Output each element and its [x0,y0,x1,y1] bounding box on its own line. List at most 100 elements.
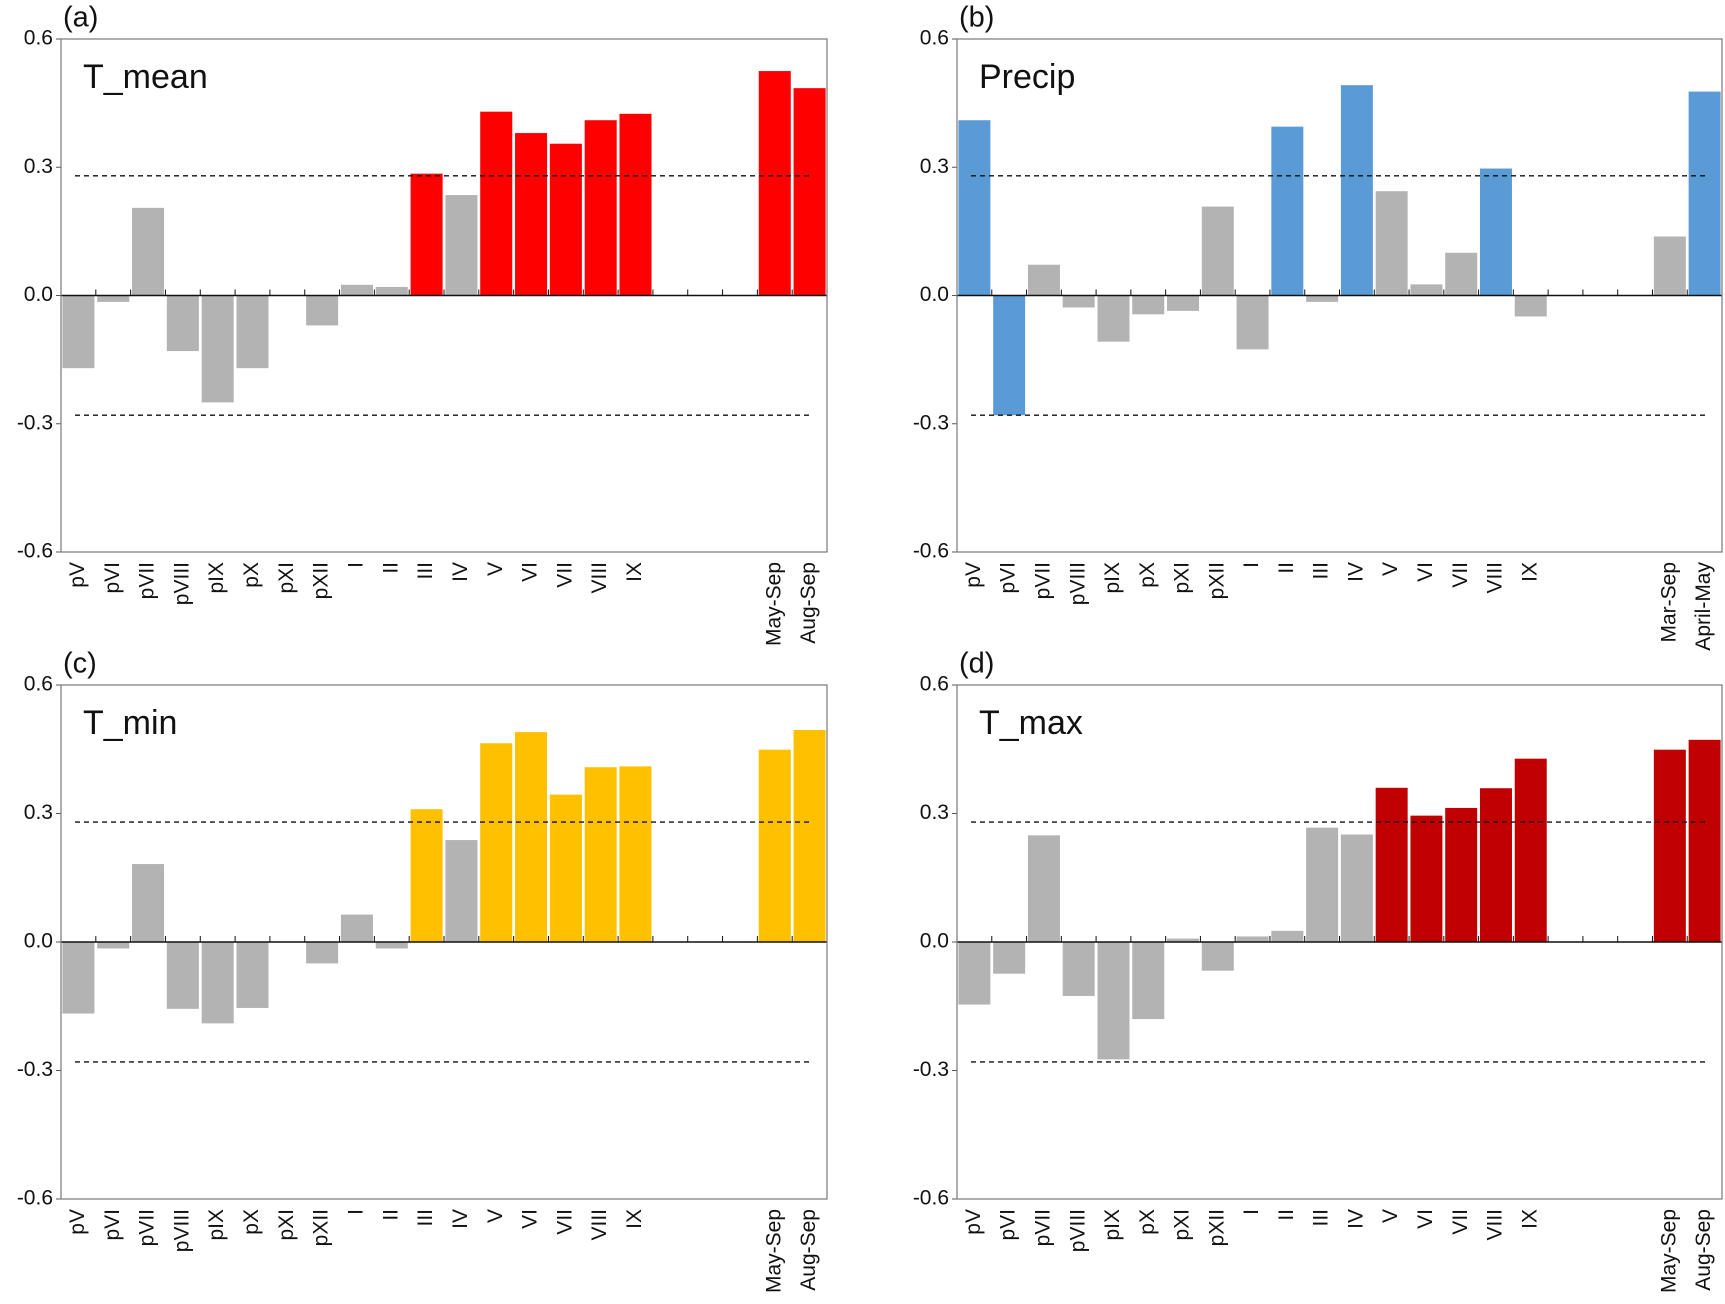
bar [1236,295,1269,350]
bar [758,749,791,942]
x-tick-label: III [1310,562,1333,580]
y-tick-label: 0.3 [920,801,949,824]
y-tick-label: -0.3 [17,411,53,434]
x-tick-label: VIII [588,562,611,594]
panel-title: Precip [979,58,1075,96]
y-tick-label: 0.6 [24,27,53,50]
x-tick-label: VI [1414,562,1437,582]
x-tick-label: pIX [205,562,228,594]
x-tick-label: pV [962,1209,985,1235]
x-tick-label: pVI [101,1209,124,1241]
bar [1306,295,1339,302]
x-tick-label: I [345,1209,368,1215]
y-tick-label: 0.0 [920,283,949,306]
x-tick-label: IV [1344,562,1367,582]
bar [1236,936,1269,942]
y-tick-label: 0.3 [24,801,53,824]
x-tick-label: Aug-Sep [797,1209,820,1291]
bar [993,942,1026,974]
x-tick-label: VIII [588,1209,611,1241]
plot-frame [956,684,1723,1200]
bar [958,942,991,1005]
bar [958,120,991,296]
y-tick-label: 0.0 [24,930,53,953]
bar [97,942,130,949]
x-tick-label: pVIII [1066,1209,1089,1252]
x-tick-label: II [1275,1209,1298,1221]
x-tick-label: pVI [101,562,124,594]
bar [236,942,269,1008]
x-tick-label: IX [1518,562,1541,582]
bar [1306,827,1339,942]
x-tick-label: pVI [997,1209,1020,1241]
bar [480,111,513,296]
bar [793,88,826,296]
bar [515,732,548,942]
bar [549,143,582,296]
bar [1167,295,1200,311]
x-tick-label: pVII [136,1209,159,1246]
x-tick-label: V [1379,562,1402,576]
x-tick-label: I [1240,1209,1263,1215]
x-tick-label: III [414,562,437,580]
bar [1271,930,1304,942]
y-tick-label: 0.0 [920,930,949,953]
x-tick-label: VII [553,1209,576,1235]
bar [793,729,826,942]
bar [584,767,617,942]
bar [515,133,548,296]
x-tick-label: pIX [205,1209,228,1241]
x-tick-label: IX [623,1209,646,1229]
bar [619,766,652,942]
bar [993,295,1026,416]
x-tick-label: IV [449,1209,472,1229]
y-tick-label: -0.3 [913,1058,949,1081]
bar [445,195,478,296]
x-tick-label: May-Sep [762,1209,785,1293]
x-tick-label: IX [623,562,646,582]
x-tick-label: pVII [1031,1209,1054,1246]
x-tick-label: pX [1136,562,1159,588]
y-tick-label: 0.6 [920,673,949,696]
x-tick-label: pXII [1205,1209,1228,1246]
x-tick-label: VII [1449,1209,1472,1235]
plot-frame [956,38,1723,553]
x-tick-label: I [1240,562,1263,568]
panel-label: (c) [63,648,97,680]
bar [1097,942,1130,1060]
bar [166,295,199,352]
x-tick-label: IV [449,562,472,582]
bar [1514,295,1547,317]
x-tick-label: pV [66,562,89,588]
x-tick-label: pX [240,1209,263,1235]
bar [62,942,95,1014]
x-tick-label: pIX [1101,562,1124,594]
x-tick-label: pVIII [1066,562,1089,605]
bar [1340,85,1373,296]
x-tick-label: pXII [1205,562,1228,599]
bar [1062,942,1095,996]
x-tick-label: VII [1449,562,1472,588]
y-tick-label: -0.6 [913,540,949,563]
x-tick-label: May-Sep [762,562,785,646]
x-tick-label: VI [519,1209,542,1229]
bar [1445,252,1478,296]
panel-title: T_min [83,704,177,742]
y-tick-label: -0.6 [17,1187,53,1210]
bar [132,864,165,942]
bar [410,173,443,296]
bar [201,295,234,403]
x-tick-label: pX [240,562,263,588]
x-tick-label: pXI [1171,1209,1194,1241]
bar [340,284,373,296]
panel-title: T_mean [83,58,208,96]
bar [62,295,95,369]
x-tick-label: VI [519,562,542,582]
bar [1375,787,1408,942]
x-tick-label: VI [1414,1209,1437,1229]
y-tick-label: 0.3 [24,155,53,178]
bar [1514,758,1547,942]
bar [1097,295,1130,342]
bar [132,207,165,296]
